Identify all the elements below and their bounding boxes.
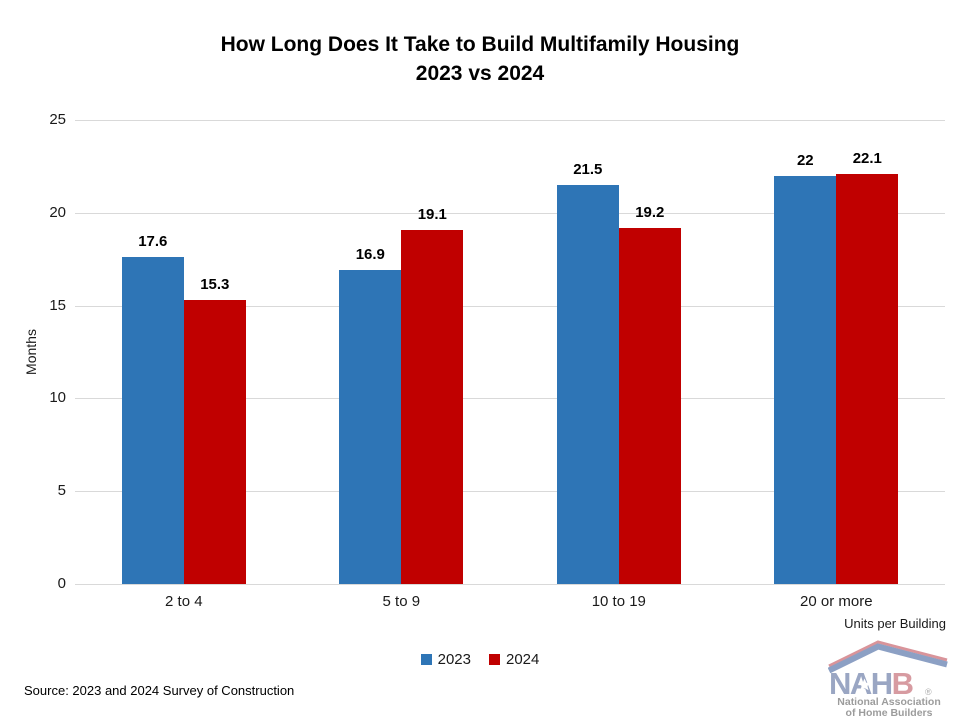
star-icon — [858, 678, 871, 691]
gridline-20 — [75, 213, 945, 214]
value-label-2024-10 to 19: 19.2 — [635, 203, 665, 221]
legend-label-2023: 2023 — [437, 651, 471, 668]
gridline-15 — [75, 306, 945, 307]
gridline-5 — [75, 491, 945, 492]
y-tick-20: 20 — [49, 204, 66, 221]
value-label-2024-5 to 9: 19.1 — [417, 205, 447, 223]
bar-2024-20 or more — [836, 173, 899, 584]
value-label-2024-2 to 4: 15.3 — [200, 276, 230, 293]
x-category-10 to 19: 10 to 19 — [591, 593, 646, 610]
x-category-2 to 4: 2 to 4 — [165, 593, 203, 610]
value-label-2023-5 to 9: 16.9 — [355, 246, 385, 264]
x-category-20 or more: 20 or more — [800, 593, 873, 610]
legend-item-2024: 2024 — [489, 651, 539, 668]
chart-title-line2: 2023 vs 2024 — [415, 62, 545, 85]
bar-2023-20 or more — [774, 175, 837, 584]
chart-title-line1: How Long Does It Take to Build Multifami… — [220, 33, 740, 56]
bar-2024-10 to 19 — [618, 227, 681, 584]
y-axis-title: Months — [23, 329, 39, 375]
y-tick-5: 5 — [57, 482, 66, 499]
y-tick-15: 15 — [49, 297, 66, 314]
nahb-logo: NAHB ® National Association of Home Buil… — [828, 640, 948, 718]
y-tick-10: 10 — [49, 389, 66, 406]
chart-title: How Long Does It Take to Build Multifami… — [0, 30, 960, 88]
value-label-2023-2 to 4: 17.6 — [138, 233, 168, 251]
bar-2023-5 to 9 — [339, 270, 402, 584]
y-tick-25: 25 — [49, 111, 66, 128]
bar-2023-2 to 4 — [121, 257, 184, 584]
gridline-10 — [75, 398, 945, 399]
legend-label-2024: 2024 — [506, 651, 540, 668]
legend-swatch-2024 — [489, 654, 500, 665]
bar-2024-5 to 9 — [401, 229, 464, 584]
y-tick-0: 0 — [57, 575, 66, 592]
source-note: Source: 2023 and 2024 Survey of Construc… — [24, 683, 295, 698]
roof-icon — [828, 640, 948, 674]
bar-2023-10 to 19 — [556, 185, 619, 584]
svg-text:National Association: National Association — [837, 696, 940, 708]
x-category-5 to 9: 5 to 9 — [382, 593, 421, 610]
svg-text:®: ® — [925, 687, 932, 697]
x-axis-title: Units per Building — [844, 616, 946, 631]
gridline-0 — [75, 584, 945, 585]
legend-swatch-2023 — [420, 654, 432, 665]
legend: 2023 2024 — [0, 651, 960, 668]
bar-2024-2 to 4 — [183, 300, 246, 584]
value-label-2023-20 or more: 22 — [796, 151, 814, 169]
svg-text:of Home Builders: of Home Builders — [846, 707, 933, 718]
value-label-2024-20 or more: 22.1 — [852, 149, 882, 167]
legend-item-2023: 2023 — [420, 651, 471, 668]
value-label-2023-10 to 19: 21.5 — [573, 161, 603, 178]
gridline-25 — [75, 120, 945, 121]
